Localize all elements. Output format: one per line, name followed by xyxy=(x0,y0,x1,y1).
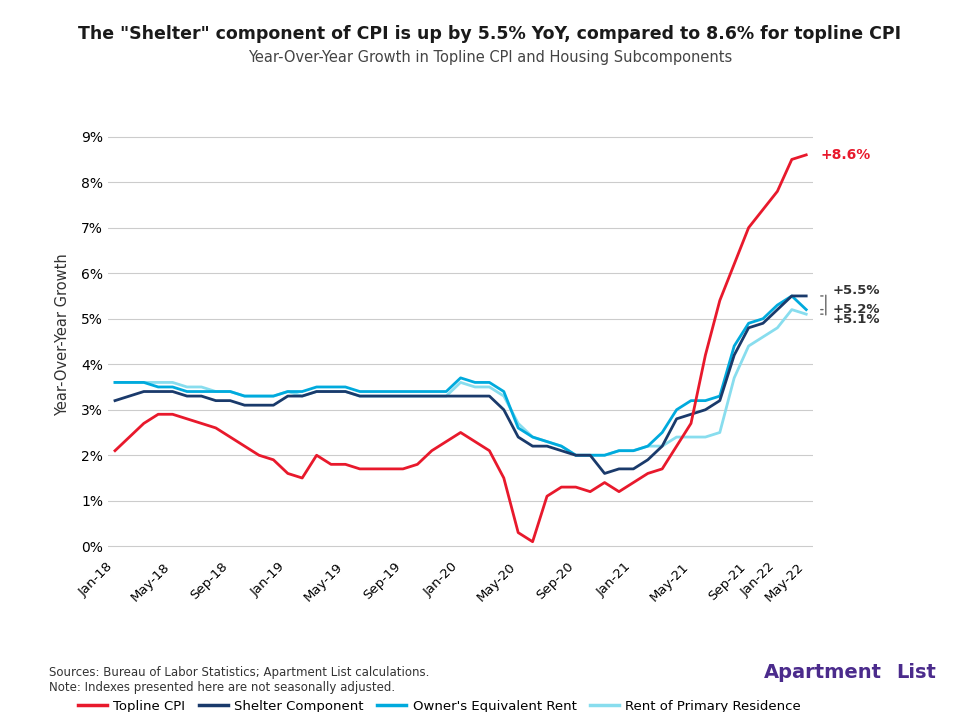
Text: +5.2%: +5.2% xyxy=(833,303,880,316)
Text: +5.5%: +5.5% xyxy=(833,284,880,297)
Y-axis label: Year-Over-Year Growth: Year-Over-Year Growth xyxy=(55,253,70,416)
Text: +5.1%: +5.1% xyxy=(833,313,880,325)
Text: Apartment: Apartment xyxy=(764,664,882,682)
Text: Year-Over-Year Growth in Topline CPI and Housing Subcomponents: Year-Over-Year Growth in Topline CPI and… xyxy=(248,50,732,65)
Legend: Topline CPI, Shelter Component, Owner's Equivalent Rent, Rent of Primary Residen: Topline CPI, Shelter Component, Owner's … xyxy=(73,694,807,712)
Text: The "Shelter" component of CPI is up by 5.5% YoY, compared to 8.6% for topline C: The "Shelter" component of CPI is up by … xyxy=(78,25,902,43)
Text: Sources: Bureau of Labor Statistics; Apartment List calculations.
Note: Indexes : Sources: Bureau of Labor Statistics; Apa… xyxy=(49,666,429,694)
Text: List: List xyxy=(897,664,937,682)
Text: +8.6%: +8.6% xyxy=(821,148,871,162)
